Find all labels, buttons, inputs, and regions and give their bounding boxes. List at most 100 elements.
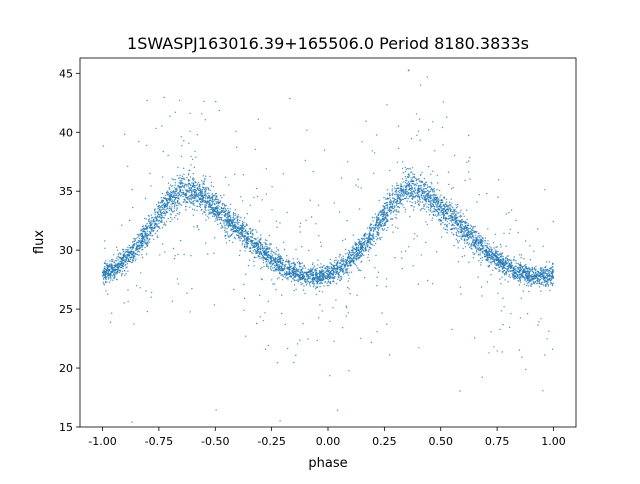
data-point — [478, 260, 480, 262]
data-point — [376, 237, 379, 240]
data-point — [266, 246, 268, 248]
data-point — [259, 294, 261, 296]
data-point — [407, 189, 409, 191]
data-point — [307, 280, 309, 283]
data-point — [446, 232, 448, 234]
data-point — [507, 255, 510, 257]
data-point — [115, 246, 118, 248]
data-point — [507, 261, 510, 263]
data-point — [150, 214, 153, 216]
data-point — [370, 239, 372, 241]
data-point — [259, 234, 262, 236]
data-point — [511, 276, 514, 278]
data-point — [394, 205, 396, 207]
data-point — [255, 322, 258, 325]
data-point — [415, 113, 418, 115]
data-point — [234, 173, 236, 175]
data-point — [282, 274, 284, 276]
data-point — [413, 190, 415, 192]
data-point — [347, 274, 350, 276]
data-point — [204, 193, 207, 195]
data-point — [544, 354, 546, 356]
data-point — [299, 277, 301, 279]
data-point — [510, 209, 513, 211]
data-point — [341, 327, 344, 329]
data-point — [275, 258, 278, 260]
data-point — [459, 223, 462, 226]
data-point — [465, 226, 468, 229]
data-point — [300, 263, 302, 265]
data-point — [233, 221, 235, 223]
data-point — [157, 214, 159, 216]
data-point — [217, 204, 219, 206]
data-point — [207, 205, 210, 208]
data-point — [366, 233, 368, 236]
data-point — [298, 262, 301, 264]
data-point — [510, 313, 512, 315]
data-point — [370, 341, 373, 344]
data-point — [125, 267, 127, 269]
data-point — [502, 297, 504, 299]
data-point — [161, 201, 164, 204]
data-point — [210, 196, 212, 199]
data-point — [327, 280, 329, 283]
data-point — [241, 227, 243, 229]
data-point — [242, 231, 244, 233]
data-point — [314, 268, 317, 270]
data-point — [541, 277, 543, 279]
data-point — [189, 176, 192, 178]
data-point — [306, 129, 308, 131]
data-point — [352, 245, 354, 247]
data-point — [487, 255, 489, 257]
data-point — [460, 293, 462, 295]
data-point — [297, 274, 300, 276]
data-point — [174, 193, 176, 195]
data-point — [216, 218, 219, 220]
data-point — [456, 216, 458, 218]
data-point — [505, 271, 508, 273]
data-point — [135, 248, 137, 250]
data-point — [349, 264, 351, 266]
data-point — [440, 236, 443, 238]
data-point — [102, 281, 104, 283]
data-point — [215, 218, 217, 220]
data-point — [249, 204, 251, 206]
data-point — [134, 260, 136, 262]
data-point — [329, 375, 331, 377]
data-point — [188, 169, 190, 172]
data-point — [424, 184, 426, 186]
data-point — [113, 261, 116, 263]
data-point — [508, 326, 511, 329]
data-point — [395, 204, 398, 206]
data-point — [515, 219, 517, 222]
data-point — [386, 219, 388, 222]
data-point — [398, 198, 401, 200]
data-point — [481, 256, 483, 259]
data-point — [234, 209, 237, 211]
data-point — [519, 274, 521, 276]
data-point — [220, 206, 223, 209]
data-point — [428, 129, 430, 131]
data-point — [505, 274, 507, 276]
data-point — [230, 220, 233, 223]
data-point — [233, 218, 236, 221]
data-point — [257, 255, 260, 257]
data-point — [145, 226, 147, 228]
data-point — [193, 204, 195, 206]
data-point — [471, 232, 474, 234]
data-point — [442, 221, 444, 224]
data-point — [111, 270, 114, 272]
data-point — [195, 182, 197, 184]
data-point — [229, 208, 231, 210]
data-point — [477, 235, 480, 237]
data-point — [116, 279, 118, 281]
data-point — [333, 270, 335, 273]
data-point — [222, 226, 224, 229]
data-point — [537, 277, 539, 279]
data-point — [139, 235, 141, 237]
data-point — [290, 263, 292, 265]
data-point — [227, 235, 229, 237]
data-point — [310, 273, 312, 275]
data-point — [422, 190, 424, 192]
data-point — [160, 205, 163, 207]
